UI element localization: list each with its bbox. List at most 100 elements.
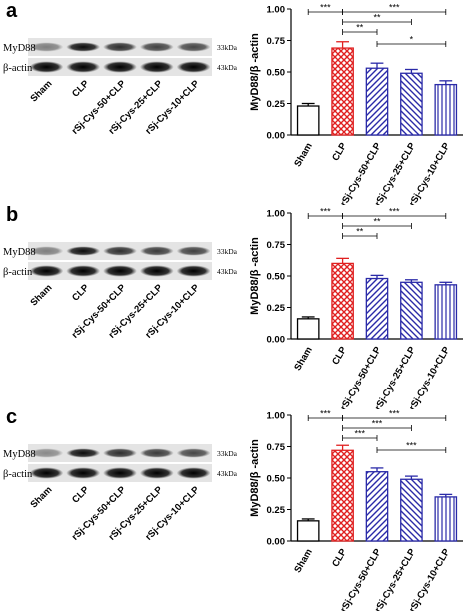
blot-row-label: β-actin [3,267,33,278]
y-tick-label: 0.00 [267,335,286,346]
x-tick-label: Sham [292,345,314,373]
panel-letter: b [6,204,19,226]
y-tick-label: 0.00 [267,131,286,142]
bar [400,72,423,136]
y-tick-label: 0.75 [267,442,286,453]
y-tick-label: 0.50 [267,474,286,485]
blot-band [66,467,101,479]
bar [331,449,354,542]
bar [296,520,320,542]
y-tick-label: 0.25 [267,505,286,516]
x-tick-label: Sham [292,547,314,575]
blot-row-label: MyD88 [3,247,36,258]
blot-band [139,42,174,52]
significance-label: *** [355,429,366,439]
bar [331,262,354,340]
blot-band [176,467,211,479]
blot-band [103,467,137,479]
significance-label: *** [389,409,400,419]
blot-band [66,246,101,256]
blot-lane-label: Sham [28,78,54,104]
y-tick-label: 0.00 [267,537,286,548]
significance-label: *** [372,419,383,429]
blot-row-label: β-actin [3,469,33,480]
blot-lane-label: CLP [70,78,92,100]
blot-lane-label: Sham [28,282,54,308]
blot-band [29,448,64,458]
panel-a: a MyD88 33kDa β-actin 43kDa Sham CLP rSj-Cys-5… [0,0,473,205]
blot-size-label: 43kDa [217,267,238,276]
blot-band [66,265,101,277]
blot-band [176,448,211,458]
blot-row-label: MyD88 [3,449,36,460]
significance-label: *** [320,409,331,419]
significance-label: *** [406,441,417,451]
blot-lane-label: CLP [70,484,92,506]
bar [434,284,458,340]
blot-size-label: 43kDa [217,63,238,72]
x-tick-label: CLP [330,140,349,163]
x-tick-label: CLP [330,546,349,569]
blot-band [139,448,174,458]
y-tick-label: 0.50 [267,272,286,283]
western-blot: MyD88 33kDa β-actin 43kDa Sham CLP rSj-Cys-50+… [0,204,250,404]
y-axis-label: MyD88/β -actin [249,439,261,517]
bar [434,83,458,136]
blot-band [29,42,64,52]
blot-size-label: 33kDa [217,43,238,52]
significance-label: ** [356,227,364,237]
blot-band [29,467,64,479]
bar-chart: 0.00 0.25 0.50 0.75 1.00 MyD88/β -actin Sham CL… [248,406,473,611]
blot-band [176,61,211,73]
blot-band [139,246,174,256]
bar [331,47,354,136]
panel-letter: a [6,0,18,22]
blot-band [103,246,137,256]
blot-size-label: 43kDa [217,469,238,478]
x-tick-label: CLP [330,344,349,367]
blot-band [103,448,137,458]
bar [296,105,320,136]
bar [296,318,320,340]
bar [365,277,389,340]
y-tick-label: 0.75 [267,36,286,47]
significance-label: ** [373,217,381,227]
blot-band [103,265,137,277]
blot-band [139,61,174,73]
y-tick-label: 0.25 [267,303,286,314]
significance-label: ** [373,13,381,23]
western-blot: MyD88 33kDa β-actin 43kDa Sham CLP rSj-Cys-50+… [0,406,250,606]
panel-c: c MyD88 33kDa β-actin 43kDa Sham CLP rSj-Cys-5… [0,406,473,611]
western-blot: MyD88 33kDa β-actin 43kDa Sham CLP rSj-Cys-50+… [0,0,250,200]
significance-label: ** [356,23,364,33]
significance-label: *** [320,3,331,13]
blot-band [29,246,64,256]
y-tick-label: 0.50 [267,68,286,79]
blot-size-label: 33kDa [217,449,238,458]
x-tick-label: Sham [292,141,314,169]
blot-band [103,42,137,52]
y-tick-label: 1.00 [267,411,286,422]
bar [400,281,423,340]
bar [400,478,423,542]
y-axis-label: MyD88/β -actin [249,237,261,315]
panel-b: b MyD88 33kDa β-actin 43kDa Sham CLP rSj-Cys-5… [0,204,473,409]
bar [434,496,458,542]
y-tick-label: 0.75 [267,240,286,251]
significance-label: *** [389,3,400,13]
blot-band [176,42,211,52]
blot-lane-label: Sham [28,484,54,510]
blot-band [176,265,211,277]
blot-band [103,61,137,73]
blot-lane-label: CLP [70,282,92,304]
bar [365,471,389,542]
panel-letter: c [6,406,18,428]
blot-band [29,61,64,73]
significance-label: *** [320,207,331,217]
significance-label: * [410,35,414,45]
blot-row-label: MyD88 [3,43,36,54]
y-axis-label: MyD88/β -actin [249,33,261,111]
y-tick-label: 0.25 [267,99,286,110]
significance-label: *** [389,207,400,217]
y-tick-label: 1.00 [267,5,286,16]
